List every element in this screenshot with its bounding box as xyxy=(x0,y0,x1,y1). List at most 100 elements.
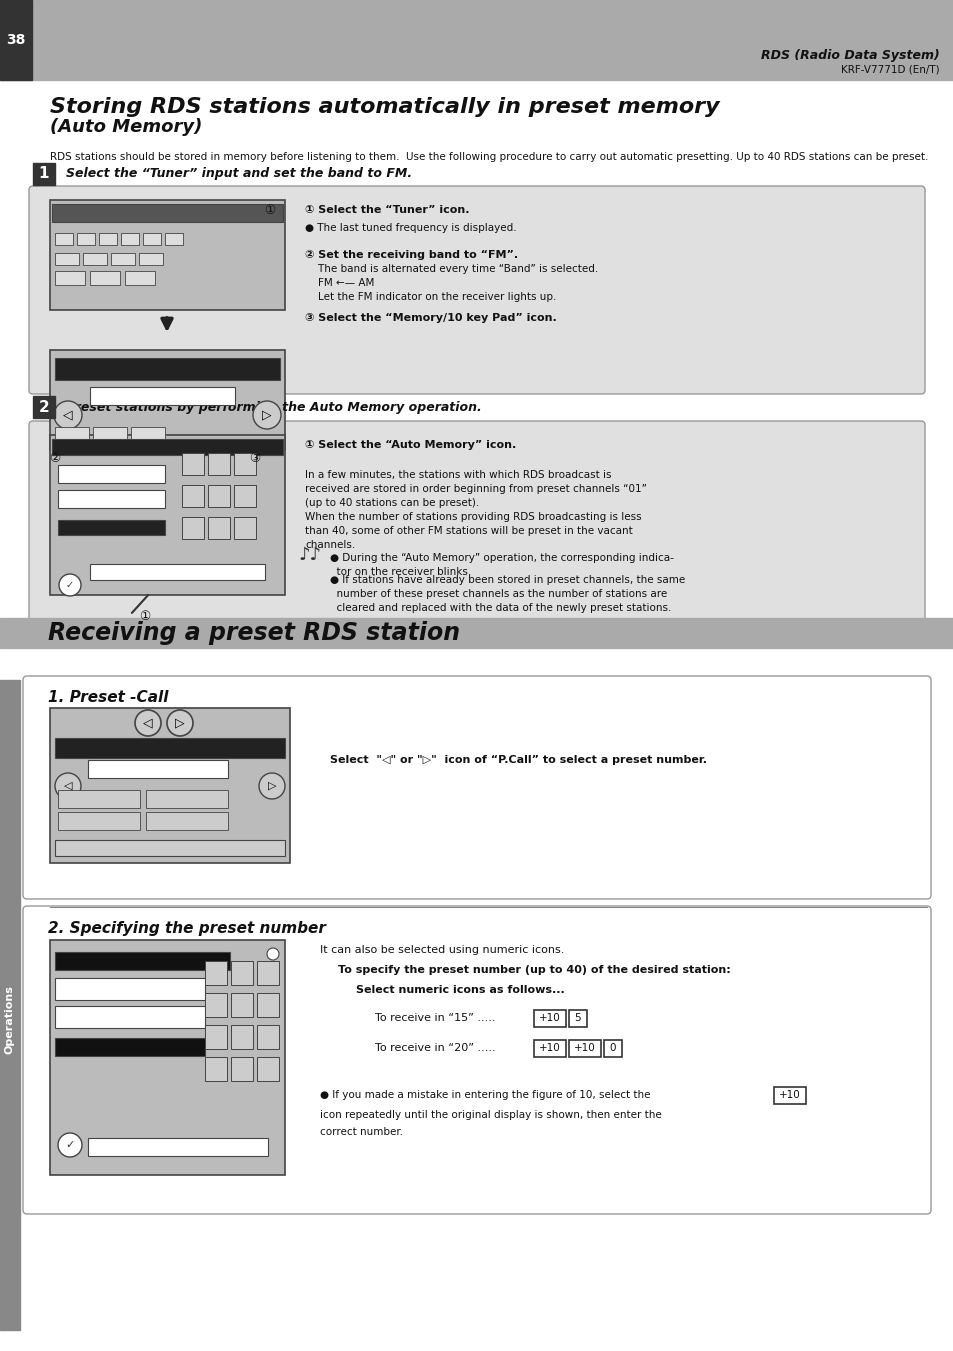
Circle shape xyxy=(54,401,82,430)
Text: ②: ② xyxy=(50,451,61,465)
Text: 38: 38 xyxy=(7,32,26,47)
Bar xyxy=(256,993,278,1017)
Bar xyxy=(208,485,230,507)
Text: The band is alternated every time “Band” is selected.: The band is alternated every time “Band”… xyxy=(305,263,598,274)
Bar xyxy=(233,517,255,539)
Text: ◁: ◁ xyxy=(64,781,72,790)
Bar xyxy=(55,952,230,970)
Text: ▷: ▷ xyxy=(175,716,185,730)
Bar xyxy=(92,427,127,440)
Text: ① Select the “Tuner” icon.: ① Select the “Tuner” icon. xyxy=(305,205,469,215)
Text: RDS stations should be stored in memory before listening to them.  Use the follo: RDS stations should be stored in memory … xyxy=(50,153,927,162)
Bar xyxy=(256,1056,278,1081)
FancyBboxPatch shape xyxy=(773,1088,805,1104)
Text: 1: 1 xyxy=(39,166,50,181)
Circle shape xyxy=(55,773,81,798)
Bar xyxy=(55,253,79,265)
Bar xyxy=(52,204,283,222)
Bar xyxy=(125,272,154,285)
Bar xyxy=(231,1025,253,1048)
Bar xyxy=(55,1038,205,1056)
Text: ● If stations have already been stored in preset channels, the same
  number of : ● If stations have already been stored i… xyxy=(330,576,684,613)
Bar xyxy=(146,790,228,808)
Bar xyxy=(131,427,165,440)
Text: Receiving a preset RDS station: Receiving a preset RDS station xyxy=(48,621,459,644)
Text: ①: ① xyxy=(139,611,151,624)
Circle shape xyxy=(267,948,278,961)
Text: +10: +10 xyxy=(538,1013,560,1023)
Text: ① Select the “Auto Memory” icon.: ① Select the “Auto Memory” icon. xyxy=(305,440,516,450)
Text: To receive in “20” .....: To receive in “20” ..... xyxy=(375,1043,496,1052)
Bar xyxy=(231,1056,253,1081)
Bar xyxy=(256,1025,278,1048)
Text: Let the FM indicator on the receiver lights up.: Let the FM indicator on the receiver lig… xyxy=(305,292,556,303)
Bar xyxy=(90,386,234,405)
Text: 2. Specifying the preset number: 2. Specifying the preset number xyxy=(48,920,326,935)
FancyBboxPatch shape xyxy=(534,1011,565,1027)
Bar xyxy=(58,490,165,508)
Bar xyxy=(58,790,140,808)
Bar xyxy=(50,200,285,309)
Bar xyxy=(231,993,253,1017)
Bar xyxy=(77,232,95,245)
FancyBboxPatch shape xyxy=(23,676,930,898)
Bar xyxy=(146,812,228,830)
Bar xyxy=(0,617,953,648)
Text: It can also be selected using numeric icons.: It can also be selected using numeric ic… xyxy=(319,944,564,955)
Bar xyxy=(256,961,278,985)
Bar xyxy=(205,1025,227,1048)
Bar xyxy=(139,253,163,265)
Bar xyxy=(208,453,230,476)
Bar xyxy=(55,840,285,857)
Text: RDS (Radio Data System): RDS (Radio Data System) xyxy=(760,49,939,62)
Bar xyxy=(0,680,20,1329)
Text: Select numeric icons as follows...: Select numeric icons as follows... xyxy=(355,985,564,994)
Text: ③ Select the “Memory/10 key Pad” icon.: ③ Select the “Memory/10 key Pad” icon. xyxy=(305,313,557,323)
Bar xyxy=(50,435,285,594)
Bar xyxy=(52,439,283,455)
Bar xyxy=(55,232,73,245)
Bar xyxy=(88,761,228,778)
Text: In a few minutes, the stations with which RDS broadcast is
received are stored i: In a few minutes, the stations with whic… xyxy=(305,470,646,550)
Text: ▷: ▷ xyxy=(262,408,272,422)
Text: To specify the preset number (up to 40) of the desired station:: To specify the preset number (up to 40) … xyxy=(337,965,730,975)
Bar xyxy=(50,708,290,863)
Bar xyxy=(231,961,253,985)
Text: (Auto Memory): (Auto Memory) xyxy=(50,118,202,136)
FancyBboxPatch shape xyxy=(603,1040,621,1056)
Bar xyxy=(55,978,205,1000)
Bar xyxy=(90,272,120,285)
Bar xyxy=(55,1006,205,1028)
Text: 2: 2 xyxy=(38,400,50,415)
Text: icon repeatedly until the original display is shown, then enter the: icon repeatedly until the original displ… xyxy=(319,1111,661,1120)
Text: ♪♪: ♪♪ xyxy=(298,546,321,563)
Bar xyxy=(182,453,204,476)
Bar xyxy=(58,812,140,830)
Text: 5: 5 xyxy=(574,1013,580,1023)
Text: ◁: ◁ xyxy=(143,716,152,730)
Bar xyxy=(0,0,32,80)
Bar xyxy=(208,517,230,539)
Text: ● The last tuned frequency is displayed.: ● The last tuned frequency is displayed. xyxy=(305,223,517,232)
FancyBboxPatch shape xyxy=(23,907,930,1215)
Bar xyxy=(33,396,55,417)
Bar xyxy=(205,1056,227,1081)
Text: To receive in “15” .....: To receive in “15” ..... xyxy=(375,1013,495,1023)
Bar xyxy=(182,517,204,539)
Bar xyxy=(58,520,165,535)
Bar xyxy=(90,563,265,580)
Circle shape xyxy=(59,574,81,596)
Text: ①: ① xyxy=(264,204,275,216)
Circle shape xyxy=(258,773,285,798)
Bar xyxy=(205,961,227,985)
Bar xyxy=(83,253,107,265)
Text: ③: ③ xyxy=(249,451,260,465)
Bar xyxy=(111,253,135,265)
Bar xyxy=(50,940,285,1175)
FancyBboxPatch shape xyxy=(29,422,924,624)
Text: ● During the “Auto Memory” operation, the corresponding indica-
  tor on the rec: ● During the “Auto Memory” operation, th… xyxy=(330,553,673,577)
Bar xyxy=(55,272,85,285)
Text: ✓: ✓ xyxy=(66,580,74,590)
Circle shape xyxy=(135,711,161,736)
Bar xyxy=(0,0,953,80)
